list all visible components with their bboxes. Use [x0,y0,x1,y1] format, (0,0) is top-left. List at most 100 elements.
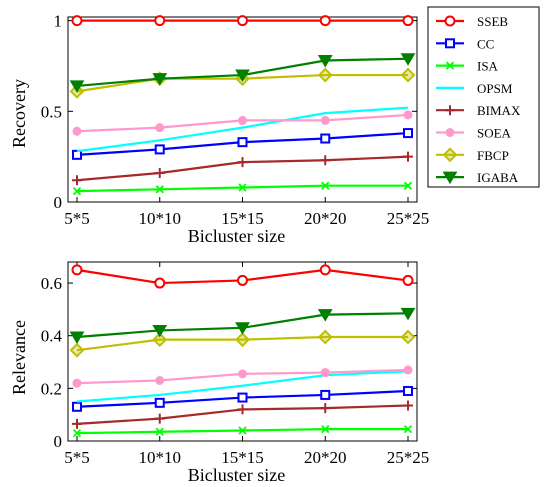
data-point-soea [403,110,413,120]
data-point-sseb [319,15,331,27]
data-point-bimax [237,157,248,168]
data-point-sseb [71,264,83,276]
series-soea [72,110,413,136]
legend-label: OPSM [477,81,513,96]
data-point-isa [238,426,247,435]
legend-marker [445,105,455,116]
data-point-soea [238,369,247,379]
data-point-soea [403,365,413,375]
series-igaba [69,307,416,345]
series-cc [72,385,413,412]
y-tick-label: 0.4 [41,327,63,346]
data-point-igaba [317,309,333,322]
data-point-igaba [235,322,250,335]
series-fbcp [69,329,416,358]
data-point-fbcp [400,329,416,345]
data-point-igaba [152,73,168,86]
data-point-bimax [320,155,331,166]
x-axis-label: Bicluster size [188,226,285,246]
data-point-soea [320,115,330,125]
data-point-sseb [402,274,414,286]
data-point-sseb [402,15,414,27]
x-tick-label: 20*20 [304,448,347,467]
data-point-fbcp [152,332,168,348]
series-opsm [76,106,409,153]
data-point-isa [155,427,164,436]
data-point-soea [155,375,165,385]
legend-entry-opsm: OPSM [436,81,513,96]
legend-entry-igaba: IGABA [436,170,519,185]
legend-marker [442,147,458,163]
data-point-sseb [154,277,166,289]
data-point-soea [155,123,165,133]
data-point-igaba [69,80,85,93]
x-tick-label: 10*10 [139,448,182,467]
recovery-panel: 5*5 10*10 15*15 20*20 25*25 0 0.5 1 Bicluster si… [9,12,429,246]
data-point-bimax [154,413,165,424]
data-point-soea [320,368,330,378]
data-point-fbcp [317,329,333,345]
data-point-cc [237,137,248,148]
data-point-fbcp [69,342,85,358]
data-point-isa [238,183,247,192]
data-point-cc [154,144,165,155]
legend-entry-isa: ISA [436,59,499,74]
data-point-bimax [403,151,413,162]
data-point-sseb [237,15,248,27]
data-point-isa [403,181,413,190]
legend-entry-fbcp: FBCP [436,147,509,163]
series-cc [72,128,413,160]
legend: SSEB CC ISA OPSM BIMAX SOEA FBCP IGABA [427,6,540,188]
y-tick-label: 1 [54,12,63,31]
data-point-isa [72,186,82,196]
legend-entry-sseb: SSEB [436,14,508,29]
x-tick-label: 25*25 [387,448,430,467]
data-point-bimax [237,404,248,415]
legend-label: IGABA [477,170,519,185]
series-line-opsm [76,370,409,403]
y-tick-label: 0.2 [41,379,62,398]
data-point-sseb [319,264,331,276]
data-point-soea [72,126,82,136]
data-point-bimax [403,400,413,411]
data-point-cc [72,149,82,160]
data-point-isa [321,181,330,190]
legend-label: SSEB [477,14,508,29]
legend-entry-bimax: BIMAX [436,103,521,118]
data-point-sseb [71,15,83,27]
data-point-bimax [72,175,82,186]
y-tick-label: 0 [54,432,63,451]
y-tick-label: 0.6 [41,274,62,293]
data-point-igaba [317,55,333,68]
data-point-isa [72,428,82,438]
legend-marker [445,61,455,70]
legend-marker [445,38,455,49]
data-point-bimax [320,403,331,414]
series-bimax [72,400,413,429]
data-point-cc [320,133,331,144]
x-tick-label: 25*25 [387,209,430,228]
x-tick-label: 5*5 [64,448,90,467]
legend-entry-cc: CC [436,36,494,51]
legend-marker [444,15,456,27]
series-line-fbcp [76,335,408,352]
series-sseb [71,15,414,27]
x-tick-label: 15*15 [221,448,264,467]
x-tick-label: 20*20 [304,209,347,228]
data-point-cc [320,389,331,400]
y-axis-label: Relevance [9,320,29,395]
data-point-igaba [400,53,416,66]
x-tick-label: 5*5 [64,209,90,228]
y-axis-label: Recovery [9,79,29,148]
series-soea [72,365,413,388]
series-isa [72,181,413,196]
data-point-igaba [400,307,416,321]
legend-label: SOEA [477,126,512,141]
data-point-cc [403,385,413,396]
data-point-fbcp [235,332,250,348]
data-point-isa [403,425,413,434]
data-point-fbcp [317,67,333,83]
data-point-cc [72,401,82,412]
data-point-isa [321,425,330,434]
